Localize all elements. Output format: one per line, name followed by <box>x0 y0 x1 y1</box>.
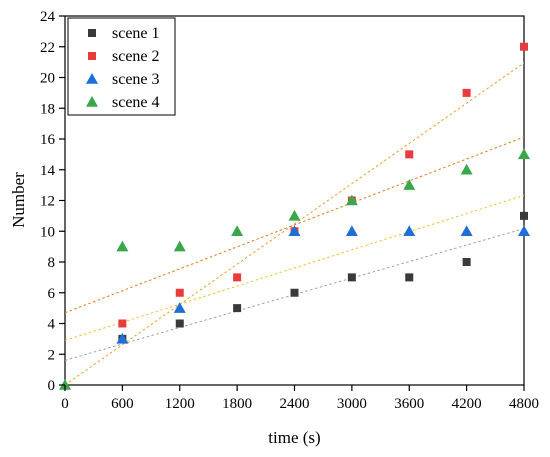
x-tick-label: 1200 <box>165 396 195 412</box>
data-point <box>520 42 528 51</box>
data-point <box>173 240 186 252</box>
data-point <box>116 332 129 344</box>
legend-label: scene 4 <box>112 94 160 111</box>
data-point <box>460 163 473 175</box>
y-tick-label: 14 <box>40 163 56 179</box>
trendlines <box>65 62 524 385</box>
x-tick-label: 3600 <box>394 396 424 412</box>
x-tick-label: 4800 <box>509 396 539 412</box>
data-point <box>345 225 358 237</box>
data-point <box>231 225 244 237</box>
data-point <box>116 240 129 252</box>
y-tick-label: 2 <box>48 347 56 363</box>
data-point <box>233 304 242 313</box>
legend-box <box>67 17 176 116</box>
x-tick-label: 600 <box>111 396 134 412</box>
y-tick-label: 20 <box>40 71 55 87</box>
y-axis-title: Number <box>9 172 28 228</box>
legend-label: scene 1 <box>112 25 160 42</box>
data-point <box>175 319 184 328</box>
x-axis-title: time (s) <box>268 428 320 447</box>
y-tick-label: 18 <box>40 101 55 117</box>
legend-label: scene 3 <box>112 71 160 88</box>
trendline <box>65 194 524 341</box>
x-tick-label: 1800 <box>222 396 252 412</box>
legend: scene 1 scene 2 scene 3 scene 4 <box>67 17 176 116</box>
data-point <box>290 288 299 297</box>
data-point <box>233 273 242 282</box>
y-tick-label: 22 <box>40 40 55 56</box>
trendline <box>65 136 524 314</box>
data-point <box>403 225 416 237</box>
y-tick-label: 6 <box>48 286 56 302</box>
data-point <box>175 288 184 297</box>
data-markers <box>59 42 530 390</box>
x-tick-label: 2400 <box>280 396 310 412</box>
data-point <box>462 88 471 97</box>
legend-marker <box>86 73 98 84</box>
data-point <box>518 148 530 160</box>
legend-marker <box>88 29 96 37</box>
legend-marker <box>86 96 98 107</box>
data-point <box>288 209 301 221</box>
data-point <box>288 225 301 237</box>
x-tick-label: 0 <box>61 396 69 412</box>
y-tick-label: 0 <box>48 378 56 394</box>
data-point <box>347 273 356 282</box>
data-point <box>345 194 358 206</box>
legend-marker <box>88 52 96 60</box>
x-tick-label: 3000 <box>337 396 367 412</box>
data-point <box>462 258 471 266</box>
axes: 0 600 1200 1800 2400 3000 3600 4200 480002468101… <box>40 9 539 412</box>
trendline <box>65 62 524 385</box>
data-point <box>405 150 414 159</box>
x-tick-label: 4200 <box>452 396 482 412</box>
y-tick-label: 4 <box>48 317 56 333</box>
data-point <box>403 179 416 190</box>
y-tick-label: 12 <box>40 194 55 210</box>
y-tick-label: 16 <box>40 132 56 148</box>
data-point <box>518 225 530 237</box>
y-tick-label: 24 <box>40 9 56 25</box>
y-tick-label: 10 <box>40 224 55 240</box>
data-point <box>460 225 473 237</box>
data-point <box>118 319 127 328</box>
data-point <box>173 302 186 313</box>
legend-label: scene 2 <box>112 48 160 65</box>
data-point <box>405 273 414 282</box>
data-point <box>520 211 528 220</box>
y-tick-label: 8 <box>48 255 56 271</box>
